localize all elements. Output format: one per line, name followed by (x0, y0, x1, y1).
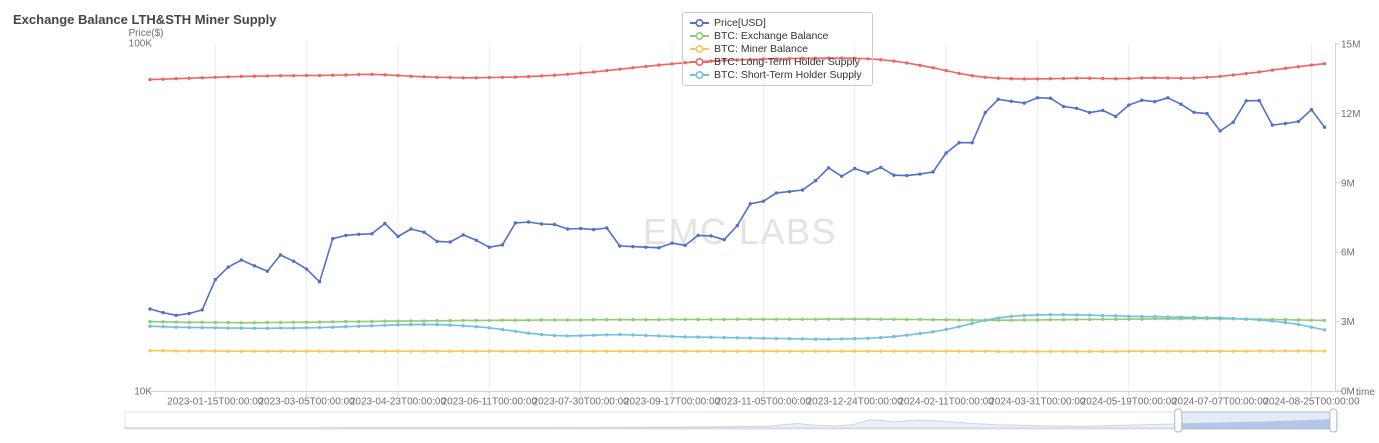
legend-line-icon (690, 57, 709, 67)
legend-label: BTC: Miner Balance (714, 43, 808, 55)
legend-item[interactable]: BTC: Miner Balance (690, 43, 862, 55)
legend-label: BTC: Exchange Balance (714, 30, 829, 42)
right-axis-label: 3M (1341, 317, 1355, 328)
x-axis-label: 2024-08-25T00:00:00 (1263, 397, 1360, 408)
left-axis-label: 100K (129, 39, 153, 50)
x-axis-label: 2023-09-17T00:00:00 (624, 397, 721, 408)
datazoom-slider[interactable] (124, 408, 1338, 433)
watermark: EMC LABS (643, 211, 837, 252)
right-axis-label: 6M (1341, 248, 1355, 259)
right-axis-label: 15M (1341, 40, 1360, 51)
series-btc-long-term-holder-supply[interactable] (148, 56, 1327, 82)
datazoom-handle-right[interactable] (1329, 408, 1338, 433)
legend-item[interactable]: BTC: Short-Term Holder Supply (690, 69, 862, 81)
legend-label: Price[USD] (714, 17, 766, 29)
gridlines (214, 43, 1312, 391)
legend-line-icon (690, 44, 709, 54)
left-axis-label: 10K (134, 387, 152, 398)
legend-line-icon (690, 31, 709, 41)
x-axis-label: 2024-02-11T00:00:00 (898, 397, 994, 408)
x-axis-label: 2023-03-05T00:00:00 (259, 397, 356, 408)
series-btc-miner-balance[interactable] (148, 349, 1327, 354)
right-axis-label: 0M (1341, 387, 1355, 398)
series-btc-short-term-holder-supply[interactable] (148, 313, 1327, 341)
legend-item[interactable]: Price[USD] (690, 17, 862, 29)
legend-item[interactable]: BTC: Exchange Balance (690, 30, 862, 42)
x-axis-label: 2023-07-30T00:00:00 (533, 397, 630, 408)
x-axis-label: 2024-03-31T00:00:00 (989, 397, 1086, 408)
legend: Price[USD] BTC: Exchange Balance BTC: Mi… (682, 12, 873, 86)
page-title: Exchange Balance LTH&STH Miner Supply (13, 12, 277, 27)
legend-item[interactable]: BTC: Long-Term Holder Supply (690, 56, 862, 68)
x-axis-label: 2023-12-24T00:00:00 (807, 397, 904, 408)
left-axis-labels: Price($)100K 10K (128, 28, 163, 398)
datazoom-handle-left[interactable] (1174, 408, 1183, 433)
legend-line-icon (690, 70, 709, 80)
x-axis-label: 2023-11-05T00:00:00 (716, 397, 812, 408)
x-axis-label: 2024-07-07T00:00:00 (1172, 397, 1269, 408)
x-axis-labels: 2023-01-15T00:00:002023-03-05T00:00:0020… (167, 387, 1375, 408)
left-axis-name: Price($) (128, 28, 163, 39)
legend-label: BTC: Short-Term Holder Supply (714, 69, 862, 81)
right-axis-label: 9M (1341, 178, 1355, 189)
right-axis-label: 12M (1341, 109, 1360, 120)
x-axis-label: 2024-05-19T00:00:00 (1081, 397, 1178, 408)
series-price-usd[interactable] (148, 96, 1327, 317)
x-axis-label: 2023-01-15T00:00:00 (167, 397, 264, 408)
legend-line-icon (690, 18, 709, 28)
axis-lines (150, 43, 1342, 396)
series-btc-exchange-balance[interactable] (148, 316, 1327, 325)
x-axis-label: 2023-04-23T00:00:00 (350, 397, 447, 408)
x-axis-name: time (1356, 387, 1375, 398)
legend-label: BTC: Long-Term Holder Supply (714, 56, 860, 68)
x-axis-label: 2023-06-11T00:00:00 (442, 397, 538, 408)
right-axis-labels: 15M 12M 9M 6M 3M 0M (1341, 40, 1360, 398)
